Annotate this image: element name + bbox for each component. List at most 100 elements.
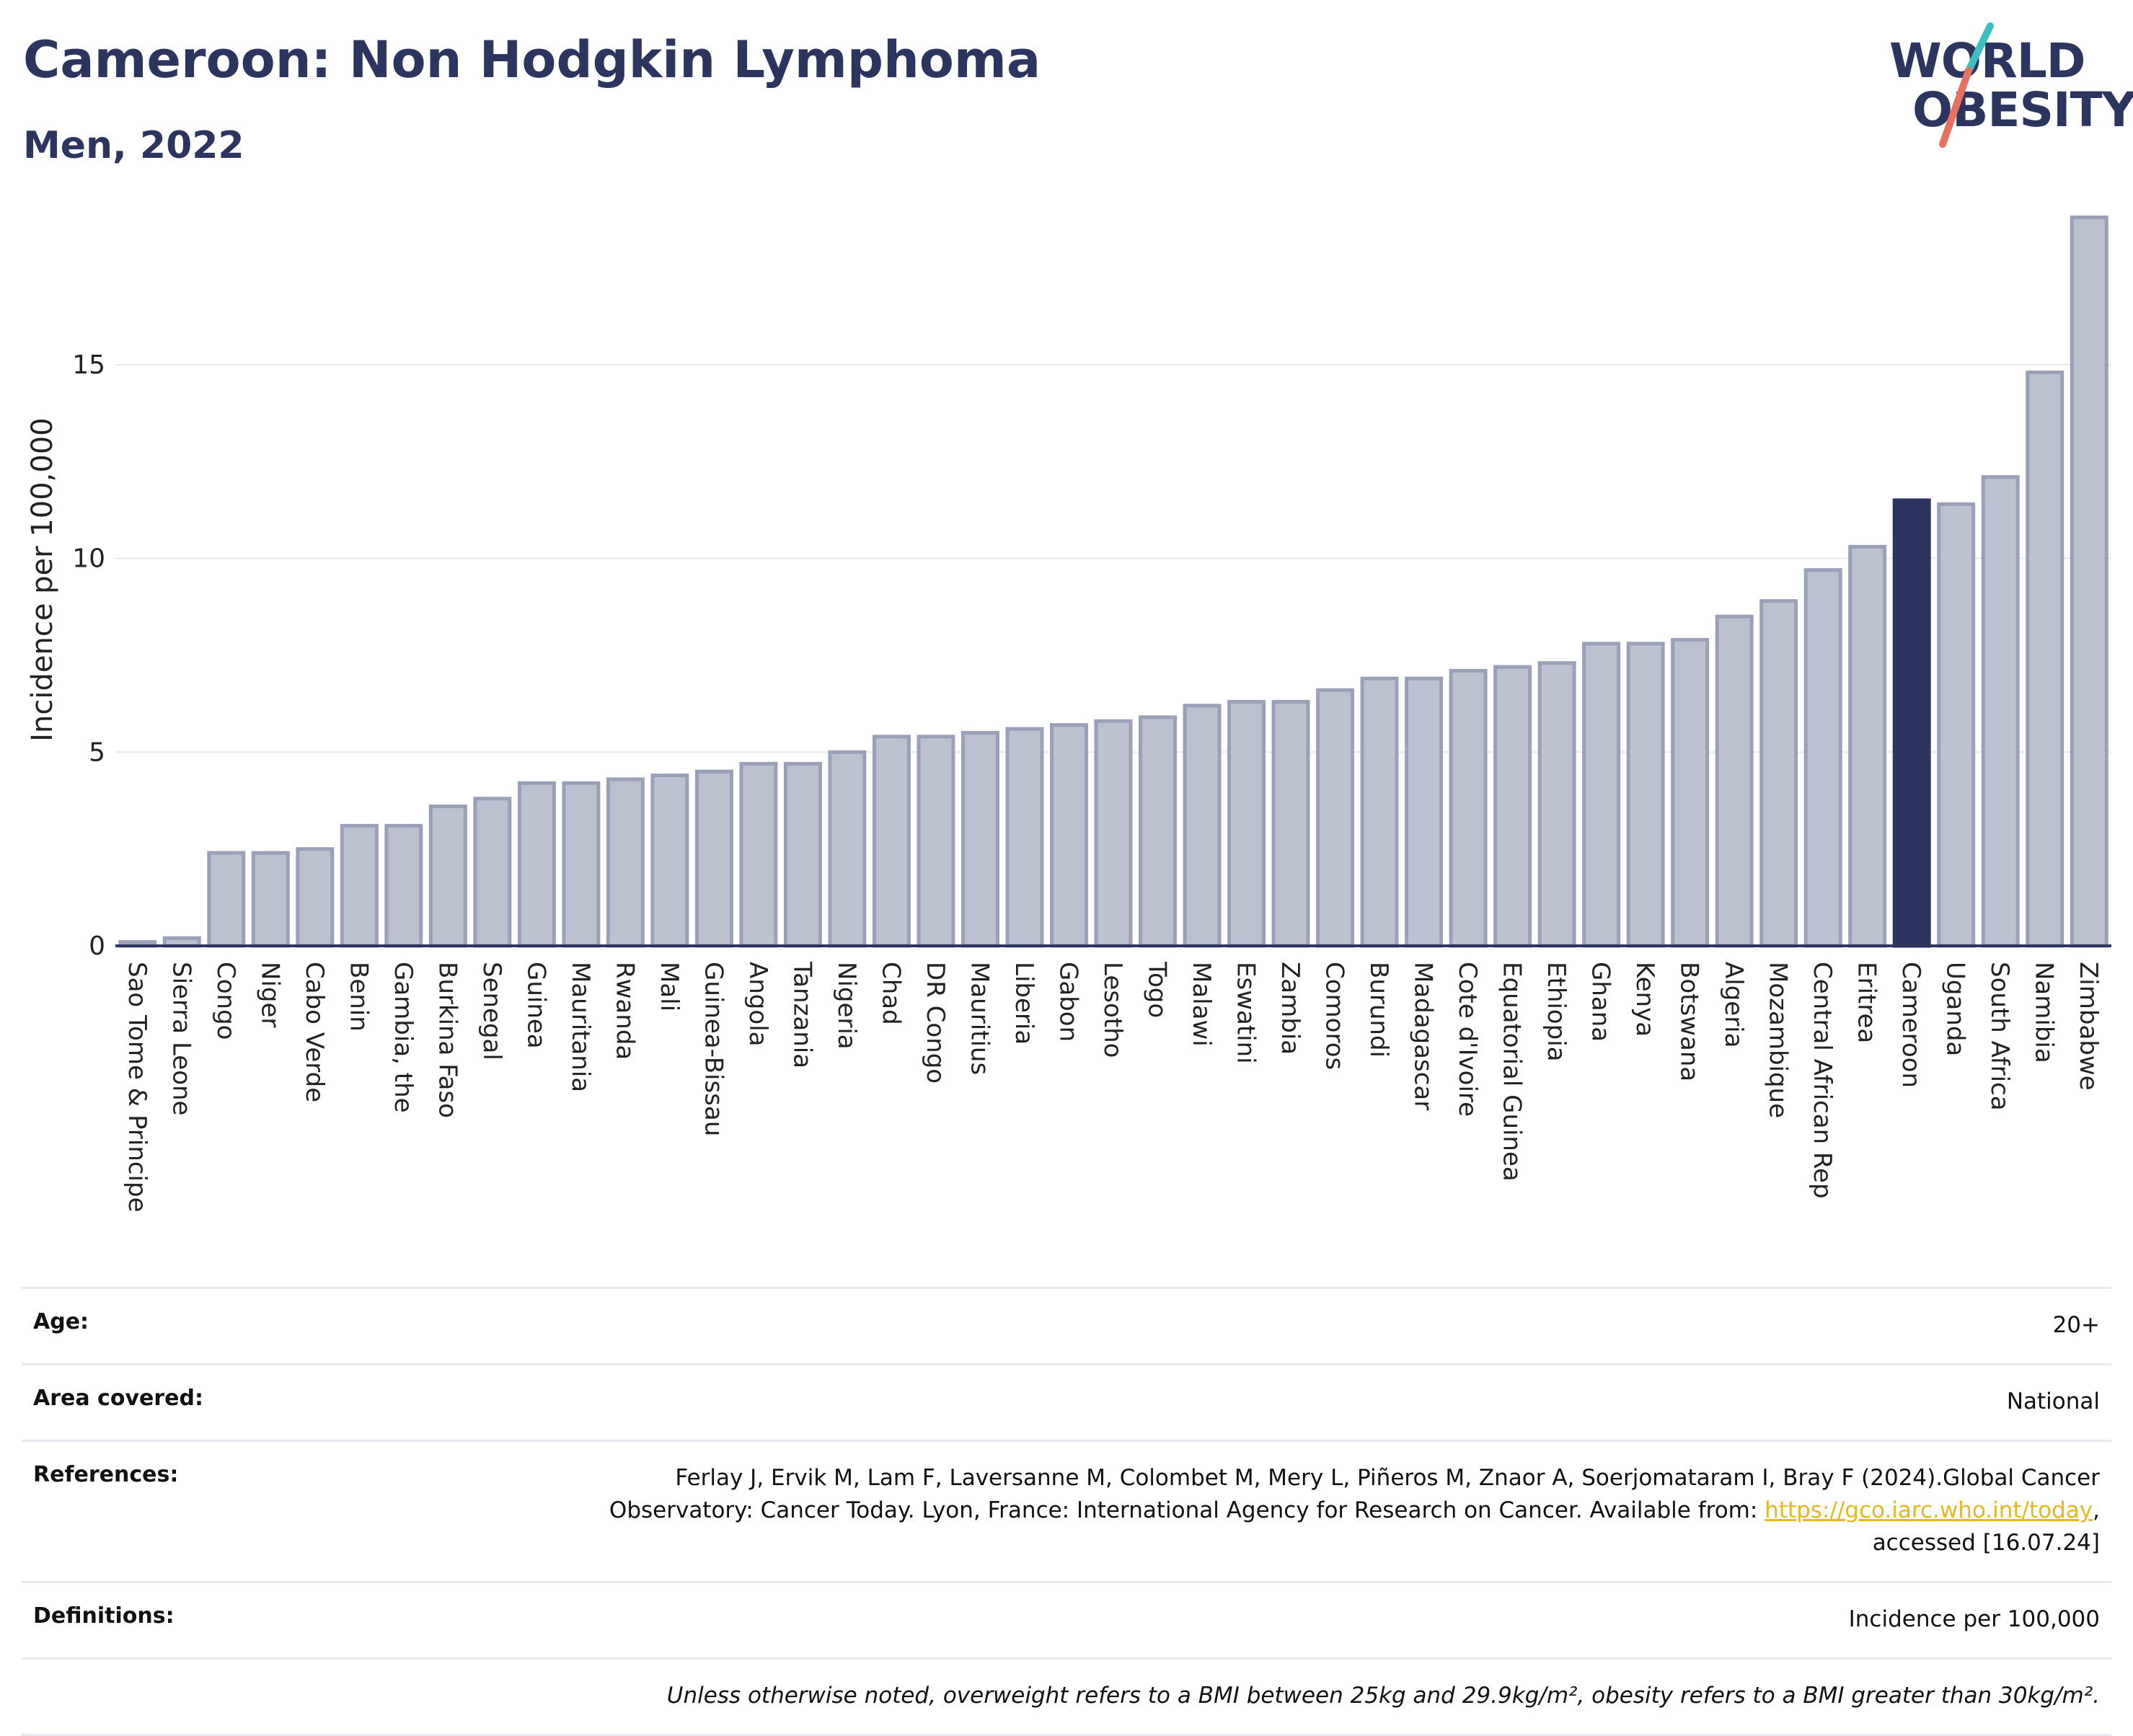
bar-chart: 0 5 10 15 Incidence per 100,000 Sao Tome & Pr…	[26, 216, 2111, 1213]
bar-guinea[interactable]	[517, 781, 556, 948]
x-tick-label: Guinea	[521, 962, 550, 1049]
bar-ethiopia[interactable]	[1537, 661, 1576, 948]
bar-cabo-verde[interactable]	[296, 847, 335, 948]
bar-guinea-bissau[interactable]	[694, 769, 733, 948]
x-tick-label: Mali	[655, 962, 684, 1011]
bar-chad[interactable]	[872, 735, 911, 948]
bar-kenya[interactable]	[1626, 642, 1665, 948]
bar-central-african-rep[interactable]	[1803, 568, 1842, 948]
bar-senegal[interactable]	[473, 797, 512, 948]
age-label: Age:	[33, 1309, 89, 1334]
x-tick-label: Niger	[255, 962, 284, 1027]
x-tick-label: Madagascar	[1409, 962, 1438, 1110]
bar-zambia[interactable]	[1271, 699, 1310, 948]
x-tick-label: Mozambique	[1764, 962, 1793, 1118]
logo-slash-icon	[1939, 22, 1994, 148]
bar-uganda[interactable]	[1937, 502, 1976, 948]
y-tick-label: 15	[72, 350, 105, 380]
bar-algeria[interactable]	[1715, 614, 1754, 948]
bar-south-africa[interactable]	[1981, 475, 2020, 948]
x-tick-label: Nigeria	[832, 962, 861, 1050]
chart-title: Cameroon: Non Hodgkin Lymphoma	[23, 30, 1041, 89]
bar-gabon[interactable]	[1049, 723, 1088, 948]
area-label: Area covered:	[33, 1385, 203, 1411]
x-tick-label: Burundi	[1364, 962, 1393, 1058]
x-tick-label: Malawi	[1187, 962, 1216, 1047]
bar-nigeria[interactable]	[828, 750, 867, 948]
x-tick-label: Eswatini	[1232, 962, 1260, 1064]
x-tick-label: Central African Rep	[1808, 962, 1837, 1199]
bar-dr-congo[interactable]	[917, 735, 955, 948]
bar-madagascar[interactable]	[1405, 676, 1444, 948]
x-tick-label: Liberia	[1010, 962, 1038, 1045]
age-value: 20+	[2052, 1312, 2100, 1338]
x-tick-label: Namibia	[2030, 962, 2059, 1063]
x-tick-label: Cabo Verde	[300, 962, 329, 1102]
bar-liberia[interactable]	[1005, 727, 1044, 948]
references-line-1: Ferlay J, Ervik M, Lam F, Laversanne M, …	[675, 1464, 2100, 1491]
area-value: National	[2006, 1388, 2100, 1414]
y-axis-label: Incidence per 100,000	[26, 417, 59, 742]
bar-angola[interactable]	[739, 761, 778, 948]
bar-mauritania[interactable]	[562, 781, 601, 948]
footer-row-area: Area covered: National	[22, 1363, 2111, 1440]
x-tick-label: Uganda	[1941, 962, 1970, 1056]
definitions-value: Incidence per 100,000	[1848, 1606, 2100, 1632]
bar-tanzania[interactable]	[783, 761, 822, 948]
logo-text-world: WORLD	[1889, 33, 2086, 89]
references-link[interactable]: https://gco.iarc.who.int/today	[1765, 1497, 2093, 1523]
chart-footer: Age: 20+ Area covered: National Referenc…	[22, 1287, 2111, 1736]
bar-lesotho[interactable]	[1094, 719, 1133, 948]
x-tick-label: Mauritius	[965, 962, 994, 1075]
definitions-label: Definitions:	[33, 1603, 175, 1629]
bar-eswatini[interactable]	[1227, 699, 1266, 948]
bar-zimbabwe[interactable]	[2070, 216, 2108, 948]
bar-malawi[interactable]	[1183, 704, 1222, 948]
x-tick-label: Zimbabwe	[2074, 962, 2103, 1091]
x-tick-label: Congo	[211, 962, 240, 1040]
bar-burkina-faso[interactable]	[428, 805, 467, 948]
bar-congo[interactable]	[207, 851, 246, 948]
footer-row-definitions: Definitions: Incidence per 100,000	[22, 1580, 2111, 1657]
x-tick-label: Angola	[743, 962, 772, 1046]
bar-ghana[interactable]	[1582, 642, 1621, 948]
bar-mali[interactable]	[650, 774, 689, 948]
bar-mozambique[interactable]	[1759, 599, 1798, 948]
x-tick-label: Cameroon	[1896, 962, 1925, 1088]
x-tick-label: Sao Tome & Principe	[123, 962, 151, 1213]
x-tick-label: Guinea-Bissau	[699, 962, 728, 1136]
bar-rwanda[interactable]	[606, 777, 645, 948]
bar-niger[interactable]	[251, 851, 290, 948]
bar-cote-d-ivoire[interactable]	[1449, 668, 1488, 948]
bar-botswana[interactable]	[1671, 637, 1710, 948]
bar-burundi[interactable]	[1360, 676, 1399, 948]
x-tick-label: Cote d'Ivoire	[1453, 962, 1482, 1117]
bar-mauritius[interactable]	[960, 730, 999, 948]
x-tick-label: South Africa	[1985, 962, 2014, 1111]
y-tick-label: 5	[89, 738, 105, 767]
x-tick-label: Benin	[344, 962, 373, 1032]
y-tick-label: 10	[72, 544, 105, 574]
references-line-2: Observatory: Cancer Today. Lyon, France:…	[609, 1497, 2100, 1523]
x-tick-label: Zambia	[1276, 962, 1304, 1055]
references-label: References:	[33, 1461, 179, 1487]
footer-row-note: Unless otherwise noted, overweight refer…	[22, 1657, 2111, 1736]
bar-equatorial-guinea[interactable]	[1493, 665, 1532, 948]
bar-namibia[interactable]	[2026, 371, 2064, 948]
bar-comoros[interactable]	[1316, 688, 1355, 948]
bar-togo[interactable]	[1139, 715, 1178, 948]
references-line-3: accessed [16.07.24]	[1872, 1529, 2100, 1556]
x-tick-label: Gabon	[1054, 962, 1082, 1042]
x-tick-label: Togo	[1143, 961, 1172, 1018]
x-tick-label: Gambia, the	[389, 962, 418, 1113]
chart-subtitle: Men, 2022	[23, 124, 244, 167]
bar-benin[interactable]	[340, 823, 379, 948]
x-tick-label: Lesotho	[1098, 962, 1127, 1058]
bar-eritrea[interactable]	[1848, 544, 1887, 948]
x-tick-label: DR Congo	[921, 962, 950, 1084]
x-tick-label: Comoros	[1320, 962, 1349, 1070]
x-tick-label: Chad	[876, 962, 905, 1025]
bar-gambia-the[interactable]	[384, 823, 423, 948]
bar-cameroon[interactable]	[1892, 498, 1931, 948]
bmi-note: Unless otherwise noted, overweight refer…	[666, 1682, 2100, 1709]
